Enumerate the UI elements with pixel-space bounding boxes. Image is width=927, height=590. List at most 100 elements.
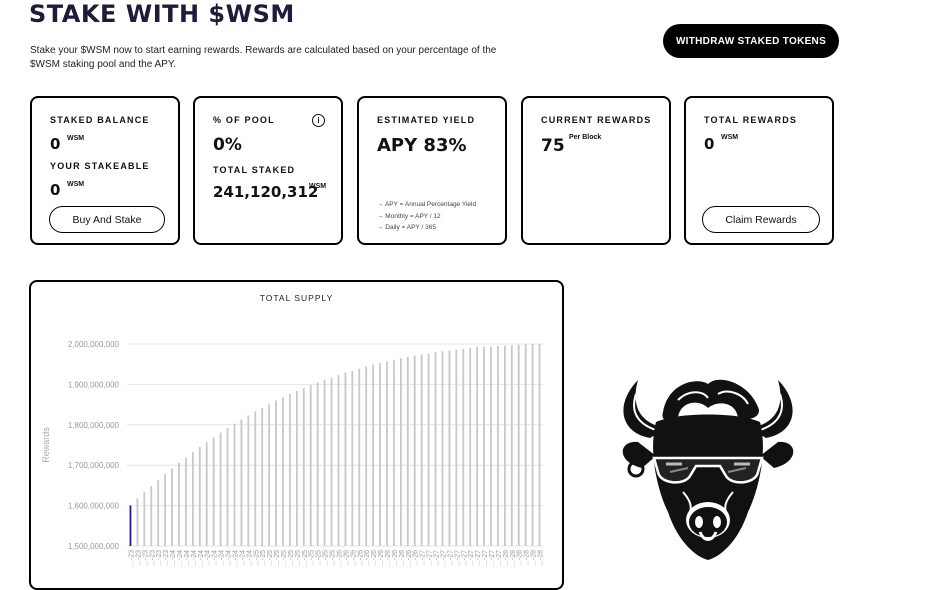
total-rewards-label: TOTAL REWARDS [704,115,798,125]
x-tick-label: ...-27 [461,550,468,566]
total-supply-chart-card: TOTAL SUPPLY 1,500,000,000 1,600,000,000 1… [29,280,564,590]
current-rewards-value: 75 [541,136,565,156]
x-tick-label: ...-24 [219,550,226,566]
apy-note: → APY = Annual Percentage Yield [377,201,477,208]
x-tick-label: ...-28 [517,550,524,566]
x-tick-label: ...-26 [357,550,364,566]
chart-bar [399,358,402,546]
chart-bar [129,505,132,546]
withdraw-staked-tokens-button[interactable]: WITHDRAW STAKED TOKENS [663,24,839,58]
chart-bar [302,388,305,546]
x-tick-label: ...-23 [163,550,170,566]
y-tick-label: 1,800,000,000 [68,421,120,430]
x-tick-label: ...-27 [440,550,447,566]
x-tick-label: ...-26 [399,550,406,566]
x-tick-label: ...-27 [482,550,489,566]
x-tick-label: ...-25 [267,550,274,566]
y-axis-label: Rewards [41,427,51,463]
x-tick-label: ...-25 [260,550,267,566]
chart-bar [330,377,333,546]
chart-bar [483,346,485,546]
stakeable-unit: WSM [67,181,85,188]
chart-bar [136,498,139,546]
chart-bar [254,411,257,546]
x-tick-label: ...-27 [434,550,441,566]
claim-rewards-button[interactable]: Claim Rewards [702,206,820,233]
staked-balance-label: STAKED BALANCE [50,115,150,125]
x-tick-label: ...-26 [336,550,343,566]
total-staked-unit: WSM [309,183,327,190]
page-subtitle: Stake your $WSM now to start earning rew… [30,45,497,70]
chart-bar [420,354,423,546]
chart-bar [198,447,201,546]
x-tick-label: ...-27 [496,550,503,566]
chart-bar [531,344,534,546]
x-tick-label: ...-23 [128,550,135,566]
x-tick-label: ...-27 [468,550,475,566]
staked-balance-card: STAKED BALANCE 0 WSM YOUR STAKEABLE 0 WS… [30,96,180,245]
x-tick-label: ...-26 [364,550,371,566]
chart-bar [185,457,187,546]
x-tick-label: ...-24 [239,550,246,566]
chart-bar [427,353,430,546]
x-tick-label: ...-28 [503,550,510,566]
chart-bar [448,350,451,546]
chart-bar [386,361,388,546]
stakeable-value: 0 [50,181,61,199]
chart-bar [171,468,173,546]
chart-bar [323,379,326,546]
x-tick-label: ...-27 [420,550,427,566]
x-tick-label: ...-25 [281,550,288,566]
page-title: STAKE WITH $WSM [29,0,295,28]
chart-bar [351,370,354,546]
y-tick-label: 2,000,000,000 [68,340,120,349]
x-tick-label: ...-27 [454,550,461,566]
chart-bar [150,486,153,546]
chart-bar [413,355,416,546]
y-tick-label: 1,500,000,000 [68,542,120,551]
x-tick-label: ...-24 [184,550,191,566]
info-icon[interactable]: i [312,114,325,127]
buy-and-stake-button[interactable]: Buy And Stake [49,206,165,233]
x-tick-label: ...-24 [205,550,212,566]
x-tick-label: ...-28 [524,550,531,566]
pool-share-label: % OF POOL [213,115,275,125]
x-tick-label: ...-25 [274,550,281,566]
x-tick-label: ...-28 [510,550,517,566]
x-tick-label: ...-27 [427,550,434,566]
chart-bar [289,394,291,546]
chart-bar [205,442,208,546]
x-tick-label: ...-23 [142,550,149,566]
x-tick-label: ...-26 [371,550,378,566]
chart-bar [372,364,375,546]
chart-bar [441,351,444,546]
x-tick-label: ...-26 [343,550,350,566]
x-tick-label: ...-26 [350,550,357,566]
pool-share-card: % OF POOL i 0% TOTAL STAKED 241,120,312 … [193,96,343,245]
chart-bar [462,348,465,546]
estimated-yield-card: ESTIMATED YIELD APY 83% → APY = Annual P… [357,96,507,245]
x-tick-label: ...-25 [302,550,309,566]
chart-bar [226,428,229,546]
x-tick-label: ...-27 [447,550,454,566]
chart-bar [178,462,180,546]
chart-bar [261,407,264,546]
total-rewards-unit: WSM [721,134,739,141]
staked-balance-unit: WSM [67,135,85,142]
chart-bar [164,474,167,546]
x-tick-label: ...-25 [330,550,337,566]
x-tick-label: ...-28 [531,550,538,566]
chart-bar [212,437,215,546]
y-tick-label: 1,600,000,000 [68,502,120,511]
total-staked-value: 241,120,312 [213,183,319,201]
x-tick-label: ...-24 [226,550,233,566]
chart-bar [538,344,541,546]
chart-bar [295,390,298,546]
stakeable-label: YOUR STAKEABLE [50,161,150,171]
x-tick-label: ...-24 [232,550,239,566]
total-staked-label: TOTAL STAKED [213,165,296,175]
x-tick-label: ...-24 [212,550,219,566]
chart-bar [240,419,243,546]
x-tick-label: ...-28 [538,550,545,566]
x-tick-label: ...-25 [309,550,316,566]
